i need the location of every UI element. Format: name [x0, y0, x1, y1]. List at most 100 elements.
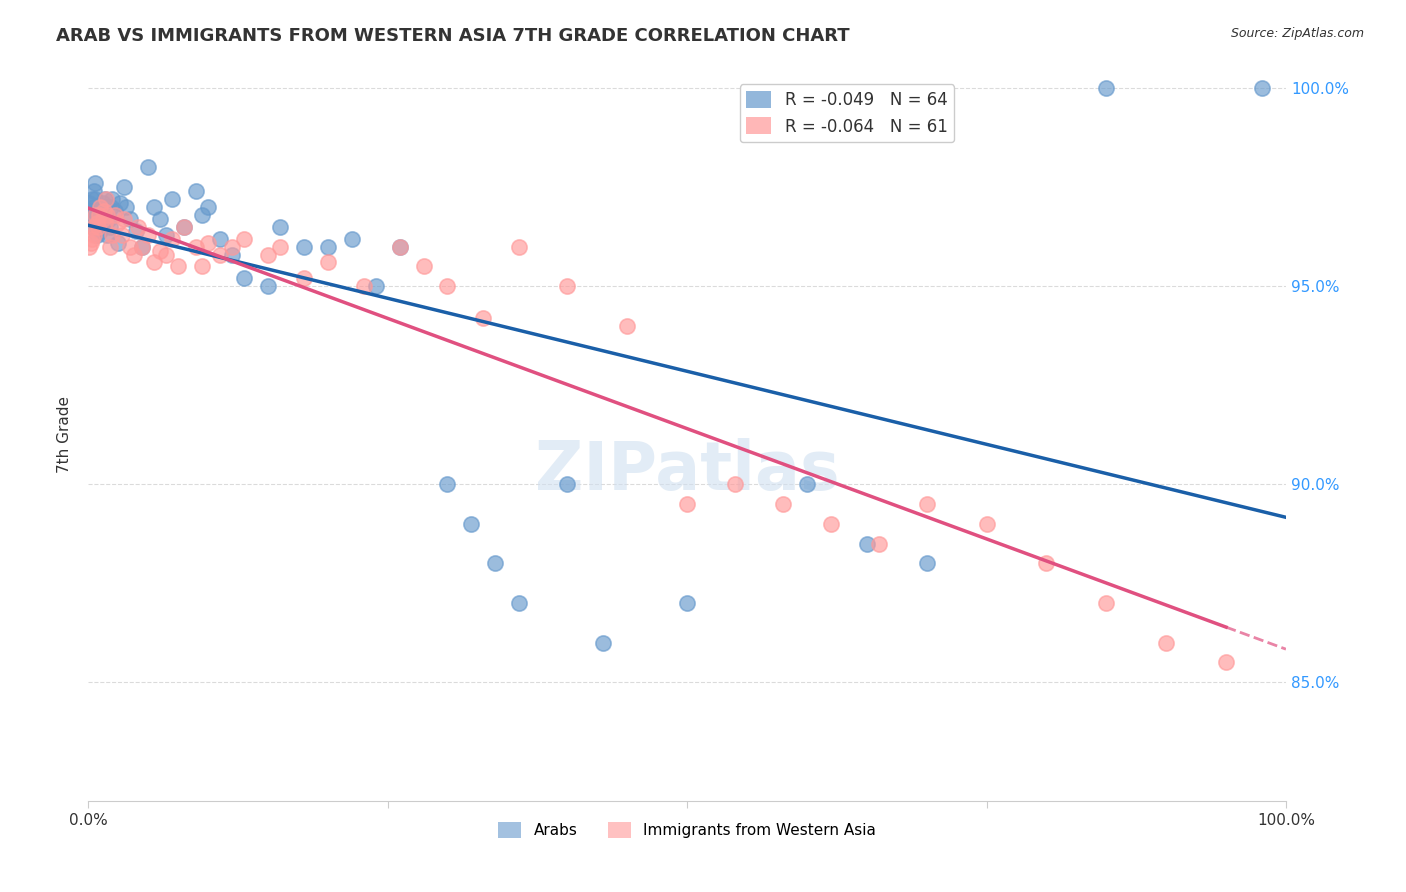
- Point: [111, 227, 134, 242]
- Point: [191, 208, 214, 222]
- Point: [84, 208, 107, 222]
- Legend: Arabs, Immigrants from Western Asia: Arabs, Immigrants from Western Asia: [492, 816, 882, 845]
- Point: [976, 516, 998, 531]
- Point: [79, 211, 101, 226]
- Point: [96, 227, 118, 242]
- Point: [131, 240, 153, 254]
- Point: [83, 200, 105, 214]
- Point: [197, 235, 219, 250]
- Point: [772, 497, 794, 511]
- Point: [364, 279, 387, 293]
- Point: [94, 192, 117, 206]
- Point: [412, 260, 434, 274]
- Point: [131, 240, 153, 254]
- Point: [103, 204, 125, 219]
- Point: [676, 596, 699, 610]
- Text: ZIPatlas: ZIPatlas: [534, 438, 839, 504]
- Point: [84, 177, 107, 191]
- Point: [184, 240, 207, 254]
- Point: [82, 204, 104, 219]
- Point: [143, 255, 166, 269]
- Point: [79, 196, 101, 211]
- Point: [316, 240, 339, 254]
- Point: [93, 216, 115, 230]
- Point: [101, 227, 124, 242]
- Point: [173, 219, 195, 234]
- Point: [1095, 81, 1118, 95]
- Point: [82, 219, 104, 234]
- Point: [173, 219, 195, 234]
- Point: [592, 635, 614, 649]
- Point: [820, 516, 842, 531]
- Point: [232, 232, 254, 246]
- Point: [388, 240, 411, 254]
- Point: [120, 240, 142, 254]
- Point: [107, 235, 129, 250]
- Point: [136, 227, 159, 242]
- Point: [316, 255, 339, 269]
- Point: [676, 497, 699, 511]
- Point: [79, 235, 101, 250]
- Point: [1035, 557, 1057, 571]
- Point: [86, 216, 108, 230]
- Point: [269, 240, 291, 254]
- Point: [127, 219, 149, 234]
- Point: [91, 211, 114, 226]
- Point: [87, 208, 110, 222]
- Point: [91, 196, 114, 211]
- Point: [103, 208, 125, 222]
- Point: [796, 477, 818, 491]
- Point: [256, 279, 278, 293]
- Point: [94, 216, 117, 230]
- Point: [155, 247, 177, 261]
- Point: [269, 219, 291, 234]
- Point: [160, 192, 183, 206]
- Point: [83, 184, 105, 198]
- Point: [1095, 596, 1118, 610]
- Point: [97, 211, 120, 226]
- Point: [100, 200, 122, 214]
- Point: [96, 208, 118, 222]
- Point: [94, 192, 117, 206]
- Point: [160, 232, 183, 246]
- Point: [90, 208, 112, 222]
- Point: [388, 240, 411, 254]
- Point: [101, 192, 124, 206]
- Point: [555, 477, 578, 491]
- Point: [292, 271, 315, 285]
- Y-axis label: 7th Grade: 7th Grade: [58, 396, 72, 473]
- Point: [460, 516, 482, 531]
- Point: [855, 536, 877, 550]
- Point: [115, 200, 138, 214]
- Point: [87, 216, 110, 230]
- Point: [915, 557, 938, 571]
- Point: [724, 477, 747, 491]
- Point: [93, 204, 115, 219]
- Point: [89, 224, 111, 238]
- Point: [120, 211, 142, 226]
- Point: [86, 227, 108, 242]
- Text: ARAB VS IMMIGRANTS FROM WESTERN ASIA 7TH GRADE CORRELATION CHART: ARAB VS IMMIGRANTS FROM WESTERN ASIA 7TH…: [56, 27, 849, 45]
- Point: [436, 477, 458, 491]
- Point: [84, 192, 107, 206]
- Point: [868, 536, 890, 550]
- Point: [208, 247, 231, 261]
- Point: [221, 247, 243, 261]
- Point: [191, 260, 214, 274]
- Point: [167, 260, 190, 274]
- Point: [208, 232, 231, 246]
- Point: [353, 279, 375, 293]
- Point: [256, 247, 278, 261]
- Point: [125, 224, 148, 238]
- Point: [87, 208, 110, 222]
- Point: [197, 200, 219, 214]
- Point: [1154, 635, 1177, 649]
- Point: [484, 557, 506, 571]
- Point: [616, 318, 638, 333]
- Point: [149, 244, 172, 258]
- Point: [1215, 656, 1237, 670]
- Point: [112, 211, 135, 226]
- Point: [87, 219, 110, 234]
- Point: [155, 227, 177, 242]
- Point: [112, 180, 135, 194]
